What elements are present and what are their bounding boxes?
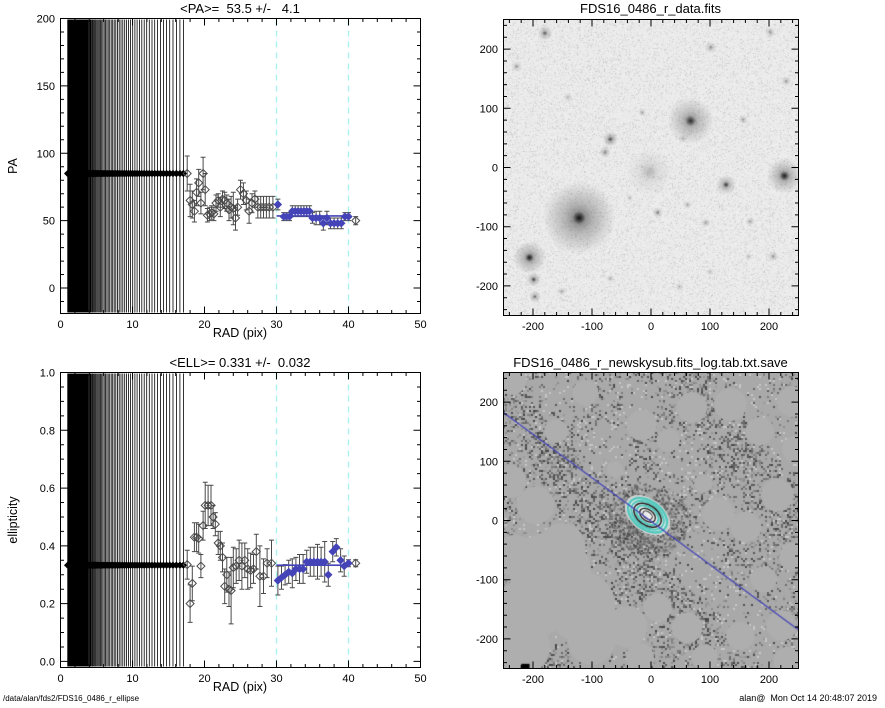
y-tick-label: 0.2 [40,599,55,611]
x-tick-label: 30 [270,673,282,685]
x-tick-label: 0 [57,673,63,685]
y-tick-label: -100 [476,222,498,234]
x-tick-label: 10 [126,319,138,331]
y-tick-label: 100 [37,148,55,160]
plot-frame [60,18,421,314]
y-tick-label: 0.4 [40,541,55,553]
y-tick-label: -200 [476,281,498,293]
x-tick-label: 50 [414,319,426,331]
inner-radii-points [63,561,188,569]
x-tick-label: 200 [760,321,778,333]
x-tick-label: 20 [198,673,210,685]
outer-points [182,168,361,226]
y-tick-label: 200 [480,44,498,56]
x-tick-label: 50 [414,673,426,685]
footer-path: /data/alan/fds2/FDS16_0486_r_ellipse [3,694,140,703]
pa-plot: 0 10 20 30 40 50 0 50 100 150 200 [37,14,427,332]
ell-plot: 0 10 20 30 40 50 0.0 0.2 0.4 0.6 0.8 1.0 [40,368,427,686]
y-tick-label: 0 [492,516,498,528]
fit-points [273,200,353,228]
fit-range-guides [275,19,350,313]
axis-ticks [503,19,799,316]
y-tick-label: 0.8 [40,425,55,437]
x-tick-label: 100 [701,674,719,686]
y-tick-label: 200 [480,397,498,409]
ell-plot-title: <ELL>= 0.331 +/- 0.032 [169,355,311,370]
y-tick-label: -200 [476,634,498,646]
x-tick-label: 0 [57,319,63,331]
x-tick-label: 40 [342,673,354,685]
y-tick-label: 0.0 [40,656,55,668]
y-tick-label: -100 [476,575,498,587]
pa-plot-title: <PA>= 53.5 +/- 4.1 [180,1,300,16]
y-tick-label: 50 [43,216,55,228]
fit-range-guides [275,373,350,667]
inner-radii-error-bars [67,19,184,313]
footer-user-timestamp: alan@ Mon Oct 14 20:48:07 2019 [739,693,877,703]
y-tick-label: 0.6 [40,483,55,495]
axis-ticks [60,372,421,668]
x-tick-label: 100 [701,321,719,333]
outer-points [182,500,361,609]
newskysub-title: FDS16_0486_r_newskysub.fits_log.tab.txt.… [513,355,788,370]
outer-error-bars [184,155,359,231]
y-tick-label: 1.0 [40,368,55,380]
x-tick-label: -100 [581,674,603,686]
axis-ticks [503,372,799,669]
plot-frame [503,372,799,669]
data-fits-title: FDS16_0486_r_data.fits [580,1,721,16]
inner-radii-error-bars [67,373,184,667]
y-tick-label: 200 [37,14,55,26]
data-fits-image [503,19,798,315]
newskysub-image [503,372,798,668]
x-tick-label: 0 [648,674,654,686]
x-tick-label: 0 [648,321,654,333]
x-tick-label: -200 [522,321,544,333]
x-tick-label: 10 [126,673,138,685]
x-tick-label: 40 [342,319,354,331]
x-tick-label: 20 [198,319,210,331]
x-tick-label: -200 [522,674,544,686]
x-tick-label: 200 [760,674,778,686]
y-tick-label: 0 [492,163,498,175]
data_image-axes: -200 -100 0 100 200 -200 -100 0 100 200 [476,19,799,333]
y-tick-label: 0 [49,283,55,295]
pa-xaxis-label: RAD (pix) [212,326,268,340]
ell-xaxis-label: RAD (pix) [212,680,268,694]
x-tick-label: -100 [581,321,603,333]
ell-yaxis-label: ellipticity [6,496,20,544]
y-tick-label: 150 [37,81,55,93]
plot-frame [503,19,799,316]
fit-points [273,543,353,585]
inner-radii-points [63,169,188,178]
sky_image-axes: -200 -100 0 100 200 -200 -100 0 100 200 [476,372,799,686]
y-tick-label: 100 [480,103,498,115]
x-tick-label: 30 [270,319,282,331]
axis-ticks [60,18,421,314]
y-tick-label: 100 [480,456,498,468]
pa-yaxis-label: PA [6,158,20,174]
plot-frame [60,372,421,668]
